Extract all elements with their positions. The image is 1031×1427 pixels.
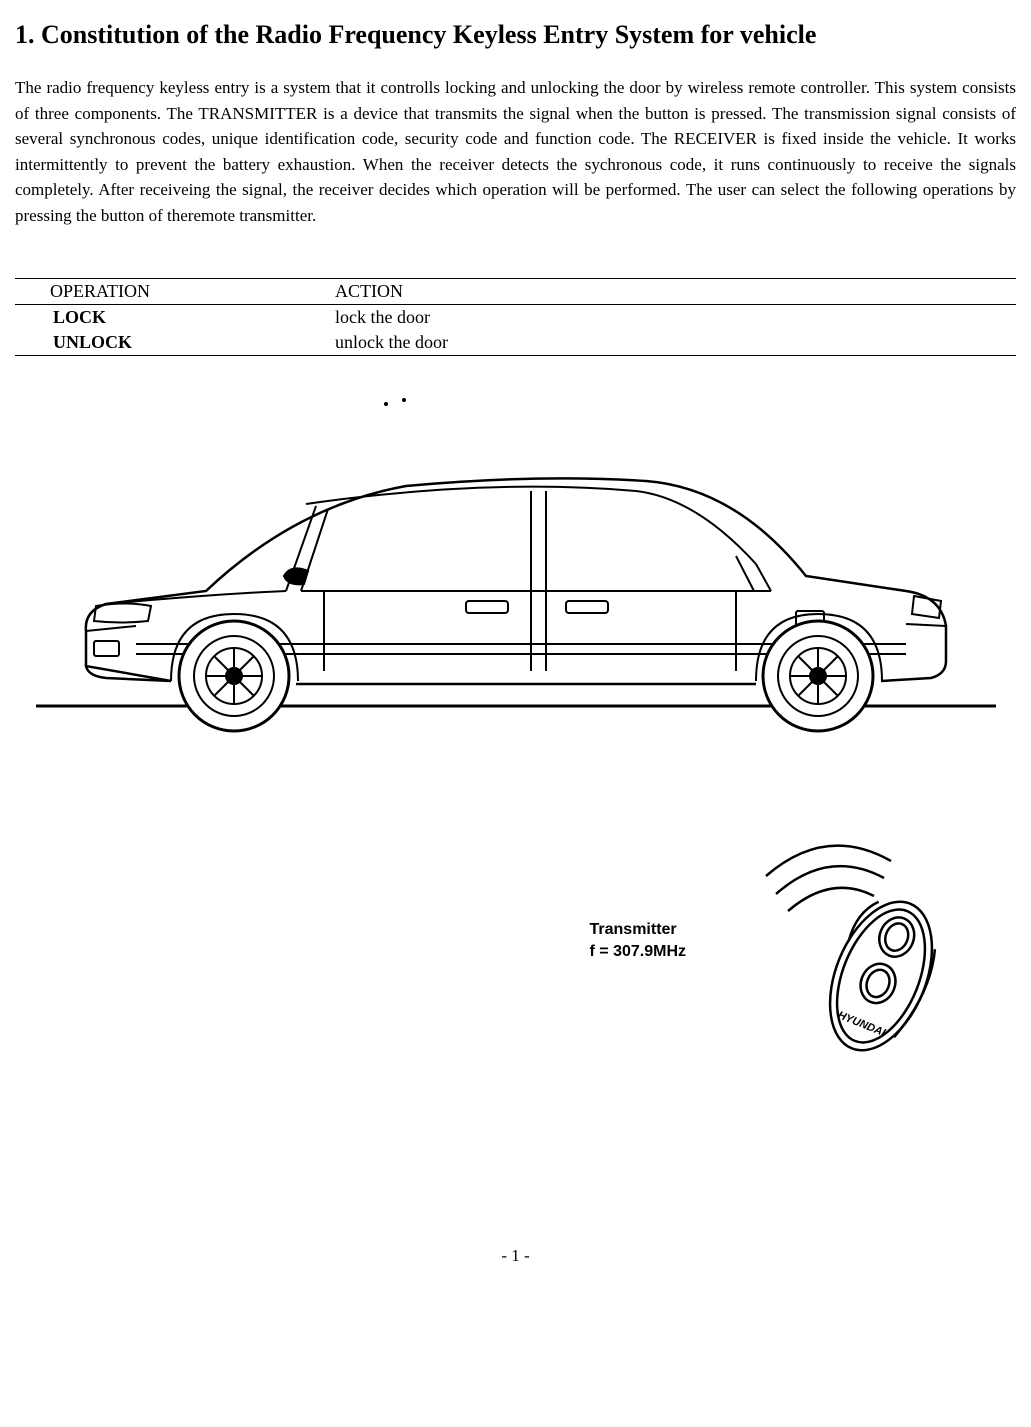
cell-action: lock the door [335, 305, 1016, 331]
operations-table: OPERATION ACTION LOCK lock the door UNLO… [15, 278, 1016, 356]
cell-action: unlock the door [335, 330, 1016, 356]
cell-operation: UNLOCK [15, 330, 335, 356]
header-operation: OPERATION [15, 279, 335, 305]
remote-figure: Transmitter f = 307.9MHz [590, 816, 976, 1066]
table-row: UNLOCK unlock the door [15, 330, 1016, 356]
car-illustration [36, 396, 996, 736]
transmitter-label: Transmitter f = 307.9MHz [590, 919, 686, 964]
table-header-row: OPERATION ACTION [15, 279, 1016, 305]
remote-figure-container: Transmitter f = 307.9MHz [15, 816, 1016, 1066]
page-footer: - 1 - [15, 1246, 1016, 1266]
remote-illustration: HYUNDAI [716, 816, 976, 1066]
transmitter-label-line1: Transmitter [590, 919, 686, 941]
intro-paragraph: The radio frequency keyless entry is a s… [15, 75, 1016, 228]
cell-operation: LOCK [15, 305, 335, 331]
section-heading: 1. Constitution of the Radio Frequency K… [15, 20, 1016, 50]
header-action: ACTION [335, 279, 1016, 305]
table-row: LOCK lock the door [15, 305, 1016, 331]
transmitter-label-line2: f = 307.9MHz [590, 941, 686, 963]
